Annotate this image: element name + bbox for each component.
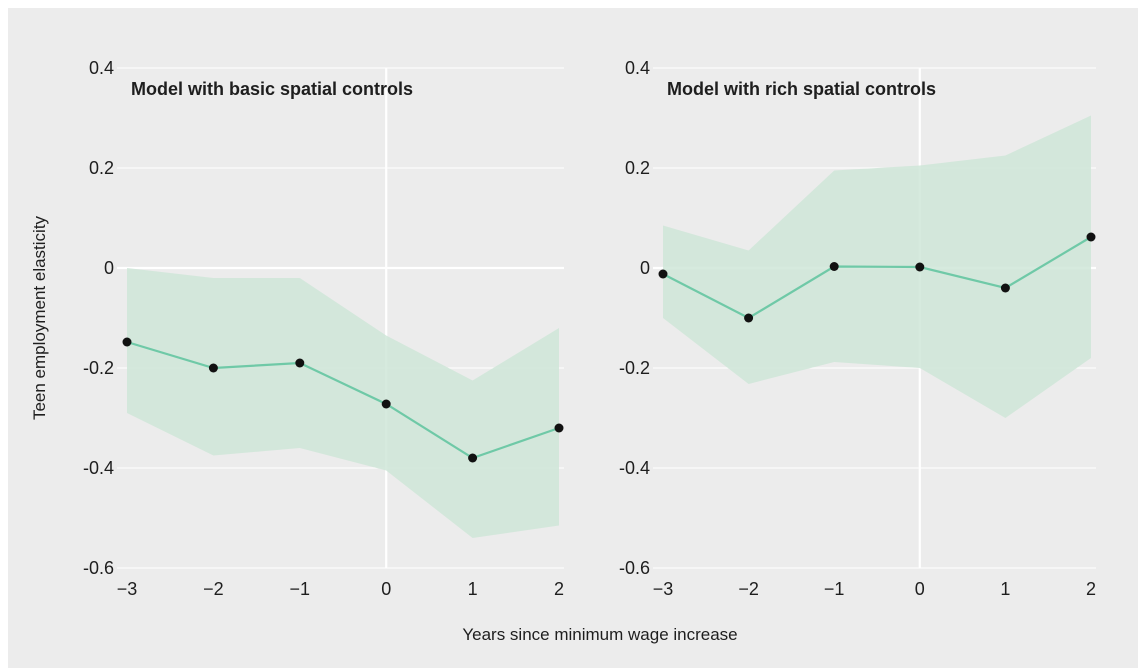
y-tick-label: 0.2	[625, 158, 650, 178]
y-tick-label: 0.4	[625, 58, 650, 78]
x-tick-label: −2	[738, 579, 759, 599]
data-point	[295, 358, 305, 368]
y-tick-label: -0.6	[83, 558, 114, 578]
panel-1: -0.6 -0.4 -0.2 0 0.2 0.4 −3 −2 −1 0 1 2 Model with b…	[83, 58, 564, 599]
x-tick-label: −3	[117, 579, 138, 599]
x-tick-label: −2	[203, 579, 224, 599]
x-tick-label: 0	[915, 579, 925, 599]
y-tick-label: -0.2	[619, 358, 650, 378]
estimate-line	[126, 340, 560, 460]
data-point	[744, 313, 754, 323]
data-point	[1000, 283, 1010, 293]
x-tick-label: 1	[468, 579, 478, 599]
data-point	[658, 269, 668, 279]
y-tick-label: 0	[640, 258, 650, 278]
x-tick-label: −3	[653, 579, 674, 599]
data-point	[554, 423, 564, 433]
panel-2: -0.6 -0.4 -0.2 0 0.2 0.4 −3 −2 −1 0 1 2 Model with r…	[619, 58, 1096, 599]
figure: -0.6 -0.4 -0.2 0 0.2 0.4 −3 −2 −1 0 1 2 Model with b…	[8, 8, 1138, 668]
data-point	[915, 262, 925, 272]
chart: -0.6 -0.4 -0.2 0 0.2 0.4 −3 −2 −1 0 1 2 Model with b…	[30, 58, 1096, 644]
y-tick-label: 0.4	[89, 58, 114, 78]
y-tick-label: -0.4	[83, 458, 114, 478]
x-tick-label: 2	[554, 579, 564, 599]
data-point	[381, 399, 391, 409]
y-tick-label: -0.4	[619, 458, 650, 478]
y-tick-label: -0.6	[619, 558, 650, 578]
data-point	[208, 363, 218, 373]
panel-title: Model with rich spatial controls	[667, 79, 936, 99]
estimate-line	[662, 236, 1092, 320]
x-axis-label: Years since minimum wage increase	[462, 625, 737, 644]
x-tick-label: −1	[824, 579, 845, 599]
y-axis-label: Teen employment elasticity	[30, 215, 49, 420]
y-tick-label: -0.2	[83, 358, 114, 378]
y-tick-label: 0.2	[89, 158, 114, 178]
x-tick-label: −1	[290, 579, 311, 599]
x-tick-label: 2	[1086, 579, 1096, 599]
data-point	[122, 337, 132, 347]
data-point	[468, 453, 478, 463]
data-point	[1086, 232, 1096, 242]
y-tick-label: 0	[104, 258, 114, 278]
panel-title: Model with basic spatial controls	[131, 79, 413, 99]
x-tick-label: 1	[1000, 579, 1010, 599]
confidence-band	[127, 268, 559, 538]
x-tick-label: 0	[381, 579, 391, 599]
data-point	[829, 262, 839, 271]
